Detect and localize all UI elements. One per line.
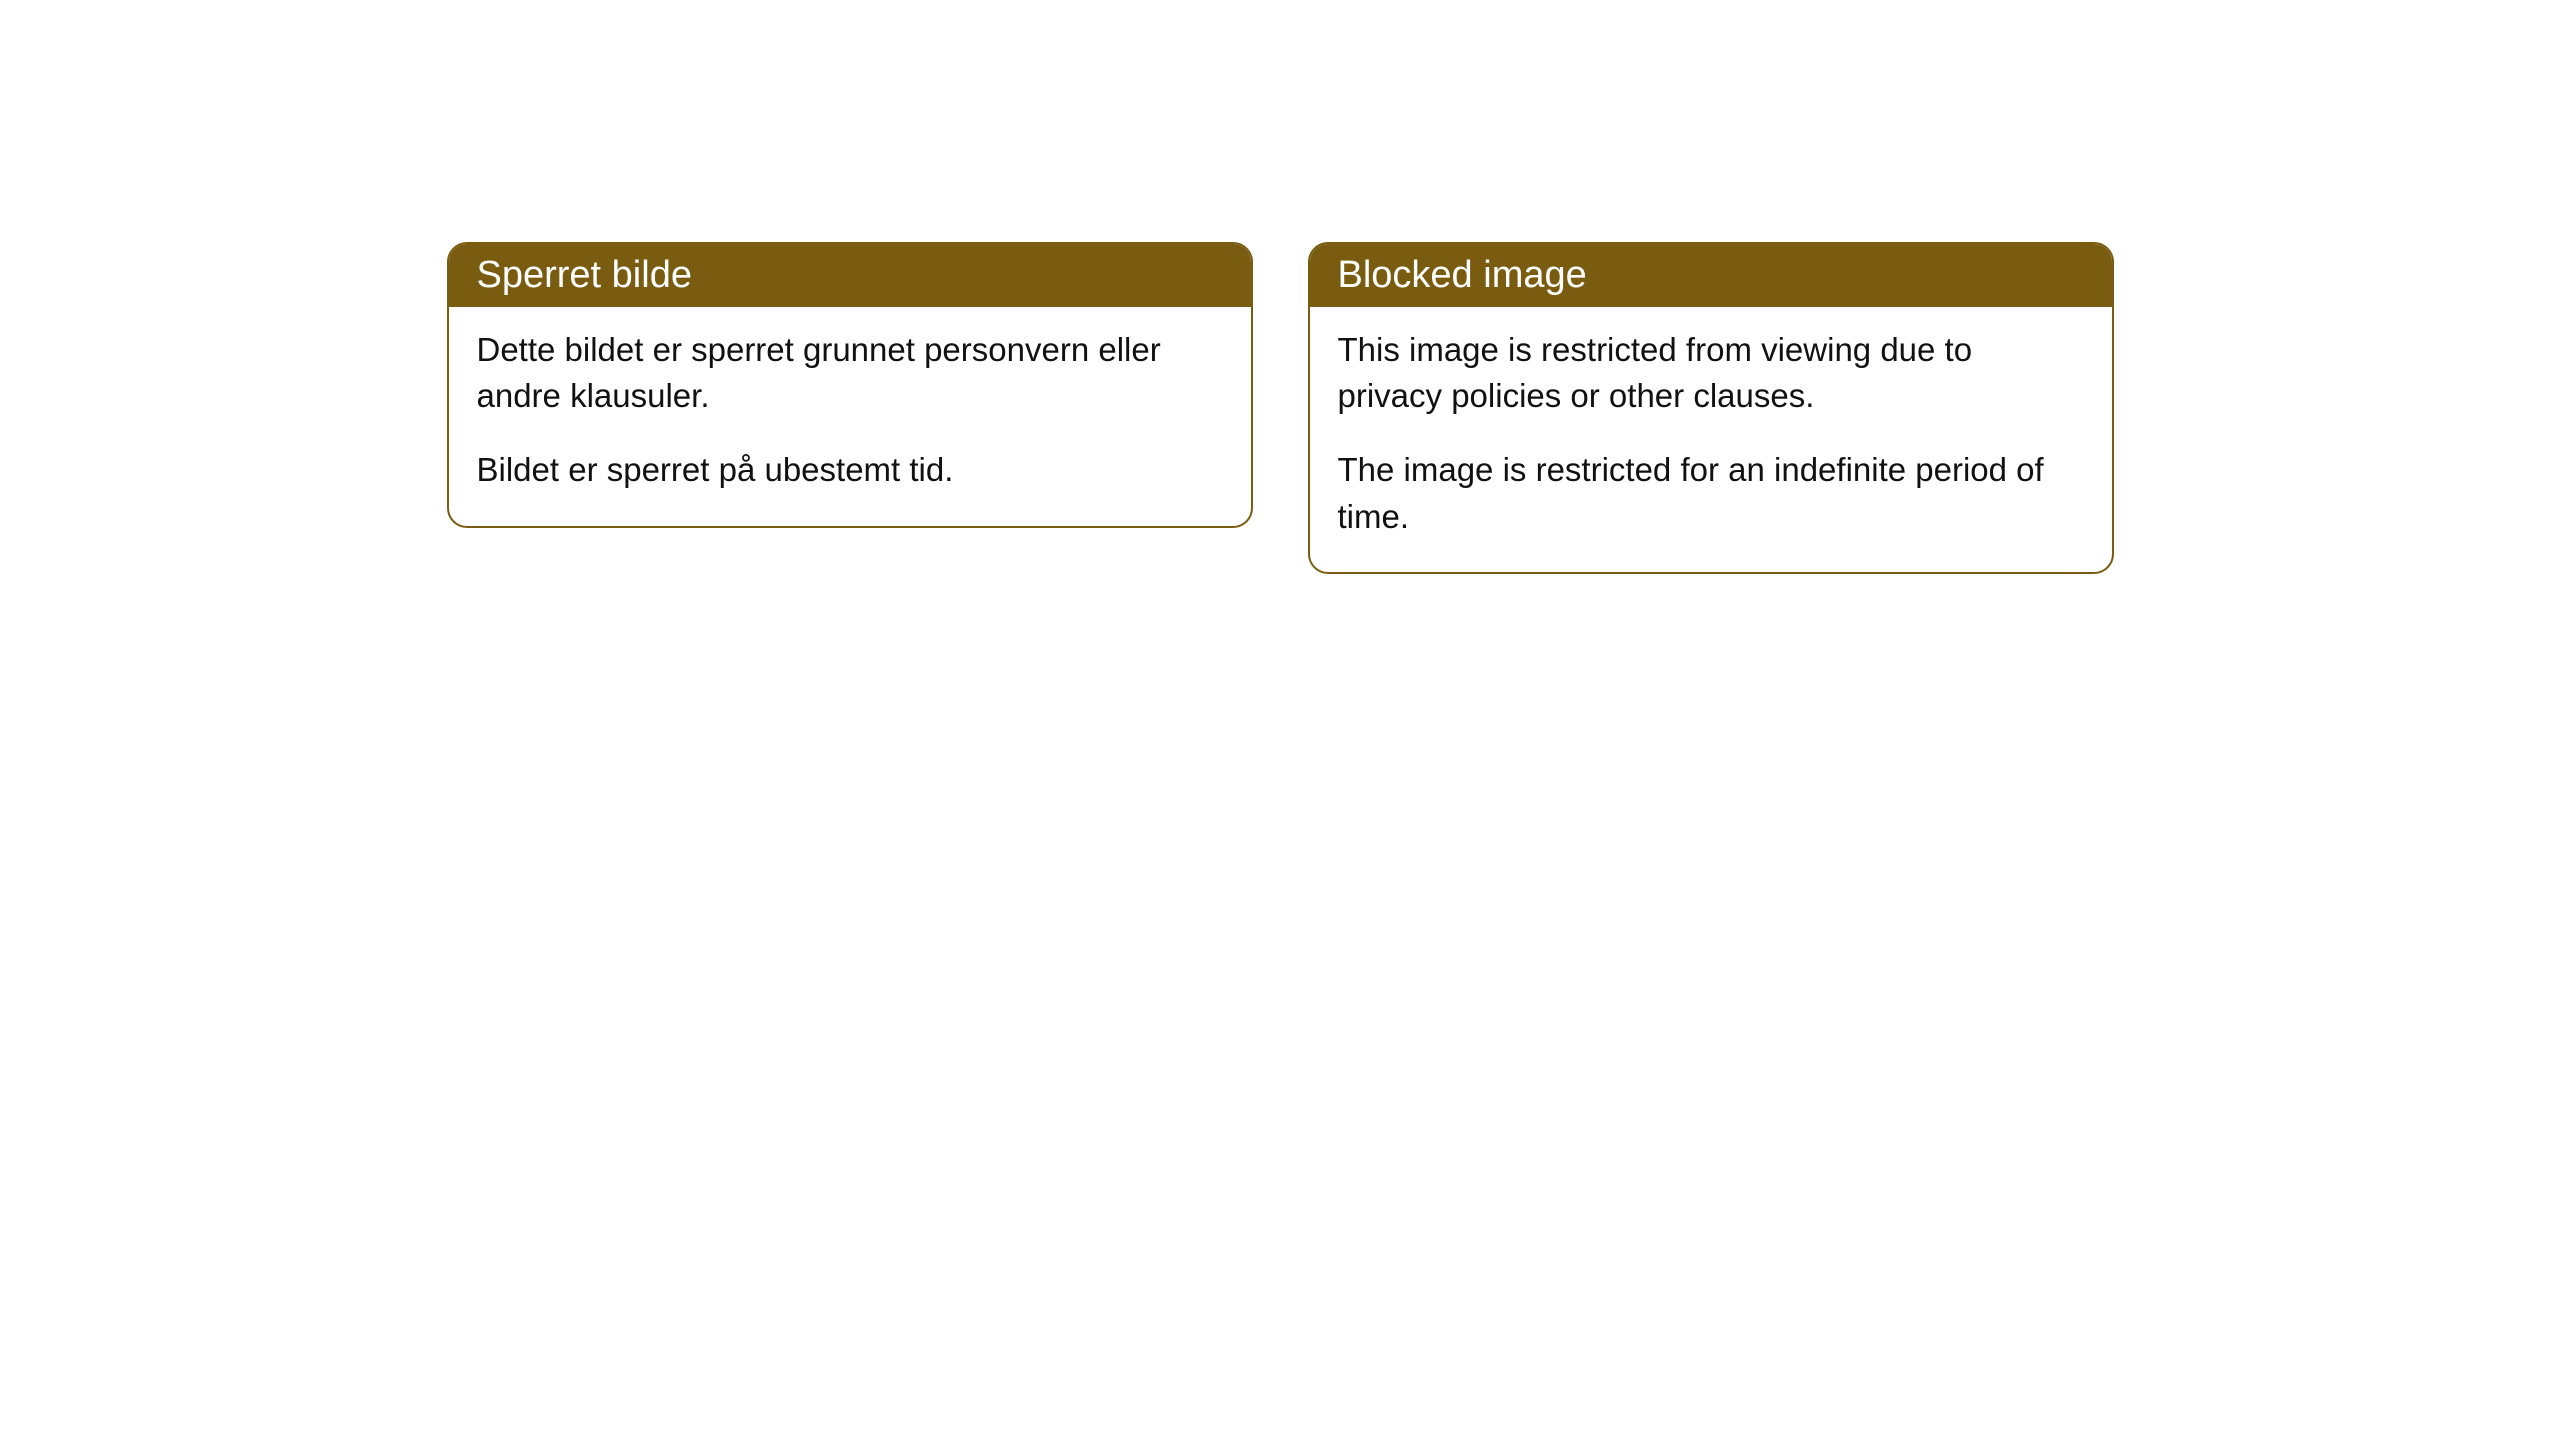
notice-card-english: Blocked image This image is restricted f…: [1308, 242, 2114, 574]
card-paragraph: The image is restricted for an indefinit…: [1338, 447, 2084, 539]
card-paragraph: Dette bildet er sperret grunnet personve…: [477, 327, 1223, 419]
card-title: Blocked image: [1338, 254, 1587, 296]
card-body: This image is restricted from viewing du…: [1310, 307, 2112, 572]
card-header: Sperret bilde: [449, 244, 1251, 307]
notice-card-norwegian: Sperret bilde Dette bildet er sperret gr…: [447, 242, 1253, 528]
card-body: Dette bildet er sperret grunnet personve…: [449, 307, 1251, 526]
card-header: Blocked image: [1310, 244, 2112, 307]
card-paragraph: Bildet er sperret på ubestemt tid.: [477, 447, 1223, 493]
notice-cards-container: Sperret bilde Dette bildet er sperret gr…: [447, 242, 2114, 1440]
card-title: Sperret bilde: [477, 254, 692, 296]
card-paragraph: This image is restricted from viewing du…: [1338, 327, 2084, 419]
